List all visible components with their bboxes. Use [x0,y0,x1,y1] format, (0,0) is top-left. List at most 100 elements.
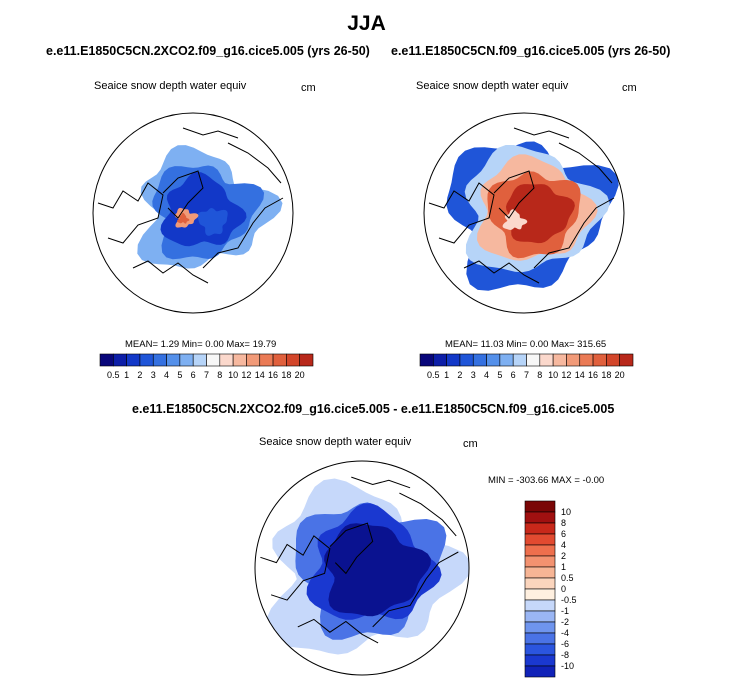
coastline [558,142,613,184]
panel1-stats: MEAN= 1.29 Min= 0.00 Max= 19.79 [125,339,276,350]
map-panel-1 [92,112,294,314]
map-border [92,112,294,314]
coastline [513,127,570,139]
colorbar-swatch [486,353,501,367]
colorbar-swatch [99,353,114,367]
colorbar-swatch [166,353,181,367]
colorbar-swatch [524,566,556,579]
coastline [533,197,615,269]
coastline [372,551,459,628]
colorbar-swatch [524,599,556,612]
colorbar-swatch [524,533,556,546]
colorbar-swatch [524,610,556,623]
colorbar-tick-label: 8 [217,370,222,380]
coastline [493,170,535,219]
colorbar-swatch [526,353,541,367]
max-value: 315.65 [577,339,607,350]
coastlines [428,127,615,284]
map-border [254,460,470,676]
colorbar-tick-label: 3 [151,370,156,380]
max-label: Max= [551,339,575,350]
colorbar-1: 0.5 1 2 3 4 5 6 7 8 10 12 14 16 18 20 [99,353,314,380]
colorbar-tick-label: 16 [268,370,278,380]
colorbar-swatch [552,353,567,367]
coastline [428,182,495,244]
coastline [227,142,282,184]
coastline [182,127,239,139]
mean-value: 1.29 [160,339,180,350]
colorbar-tick-label: 20 [295,370,305,380]
max-value: -0.00 [582,475,605,486]
colorbar-tick-label: 1 [124,370,129,380]
diff-stats: MIN = -303.66 MAX = -0.00 [488,475,604,486]
colorbar-swatch [272,353,287,367]
colorbar-tick-label: 2 [457,370,462,380]
coastline [162,170,204,219]
colorbar-tick-label: 1 [561,562,566,572]
figure-title: JJA [347,12,386,35]
colorbar-tick-label: 14 [255,370,265,380]
colorbar-swatch [524,588,556,601]
colorbar-swatch [446,353,461,367]
coastline [260,535,331,601]
min-value: -303.66 [516,475,549,486]
colorbar-tick-label: 5 [177,370,182,380]
colorbar-swatch [192,353,207,367]
min-label: Min= [506,339,528,350]
colorbar-swatch [524,555,556,568]
colorbar-swatch [299,353,314,367]
colorbar-swatch [472,353,487,367]
colorbar-tick-label: 18 [281,370,291,380]
colorbar-swatch [139,353,154,367]
colorbar-swatch [524,643,556,656]
colorbar-swatch [512,353,527,367]
colorbar-tick-label: 12 [561,370,571,380]
coastline [463,260,540,284]
colorbar-swatch [152,353,167,367]
colorbar-tick-label: 14 [575,370,585,380]
colorbar-tick-label: 10 [561,507,571,517]
max-label: Max= [226,339,250,350]
min-value: 0.00 [205,339,224,350]
colorbar-swatch [524,500,556,513]
colorbar-2: 0.5 1 2 3 4 5 6 7 8 10 12 14 16 18 20 [419,353,634,380]
colorbar-tick-label: 18 [601,370,611,380]
map-panel-2 [423,112,625,314]
sea-ice-field [197,208,228,236]
colorbar-tick-label: 6 [561,529,566,539]
colorbar-tick-label: 20 [615,370,625,380]
colorbar-swatch [524,654,556,667]
colorbar-swatch [524,511,556,524]
mean-label: MEAN= [125,339,158,350]
map-border [423,112,625,314]
mean-label: MEAN= [445,339,478,350]
min-label: MIN = [488,475,514,486]
colorbar-swatch [524,632,556,645]
coastline [297,618,379,644]
colorbar-swatch [232,353,247,367]
sea-ice-field [177,212,190,224]
sea-ice-field [324,523,431,617]
panel2-variable-label: Seaice snow depth water equiv [416,80,569,92]
colorbar-swatch [579,353,594,367]
coastlines [97,127,284,284]
coastline [97,182,164,244]
colorbar-tick-label: 6 [511,370,516,380]
coastlines [260,476,459,644]
colorbar-tick-label: -4 [561,628,569,638]
colorbar-tick-label: 12 [241,370,251,380]
panel1-units-label: cm [301,82,316,94]
colorbar-tick-label: 4 [484,370,489,380]
colorbar-swatch [524,577,556,590]
colorbar-tick-label: 16 [588,370,598,380]
colorbar-swatch [126,353,141,367]
diff-variable-label: Seaice snow depth water equiv [259,436,412,448]
colorbar-tick-label: 4 [561,540,566,550]
colorbar-swatch [206,353,221,367]
colorbar-swatch [246,353,261,367]
coastline [351,476,411,489]
coastline [329,522,374,575]
colorbar-tick-label: 8 [561,518,566,528]
